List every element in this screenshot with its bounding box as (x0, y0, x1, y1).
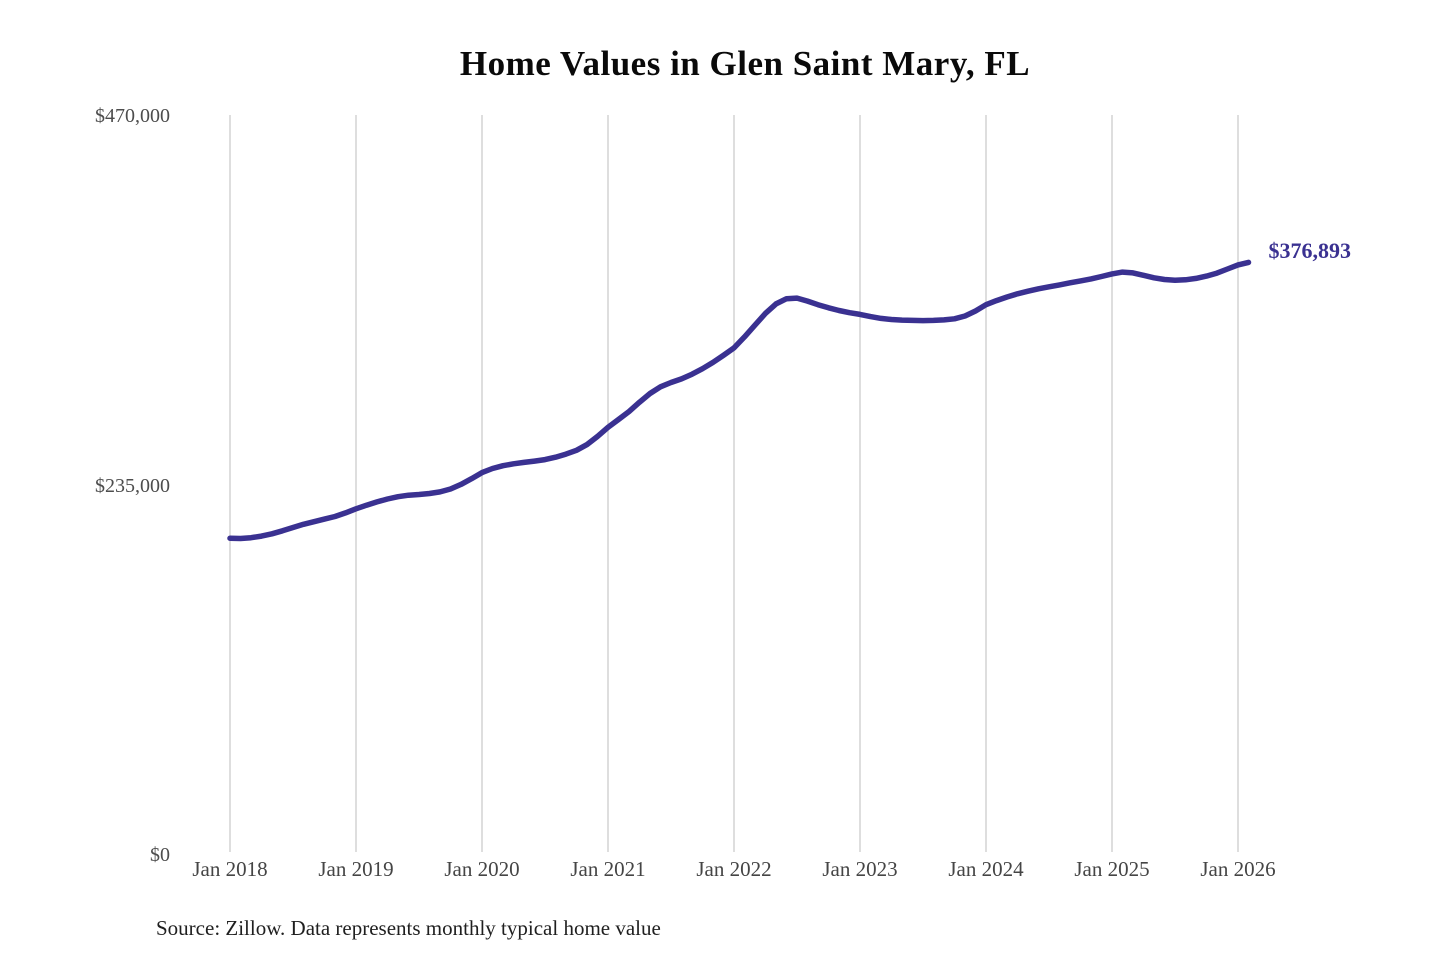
x-tick-label: Jan 2026 (1200, 857, 1276, 881)
chart-title: Home Values in Glen Saint Mary, FL (459, 44, 1031, 83)
x-tick-label: Jan 2022 (696, 857, 772, 881)
x-tick-label: Jan 2024 (948, 857, 1024, 881)
x-tick-label: Jan 2025 (1074, 857, 1150, 881)
y-tick-label: $470,000 (95, 105, 170, 127)
source-note: Source: Zillow. Data represents monthly … (156, 916, 661, 940)
x-tick-label: Jan 2023 (822, 857, 898, 881)
latest-value-label: $376,893 (1268, 238, 1352, 264)
x-tick-label: Jan 2020 (444, 857, 520, 881)
y-tick-label: $235,000 (95, 474, 170, 497)
y-tick-label: $0 (150, 844, 170, 866)
x-tick-label: Jan 2019 (318, 857, 394, 881)
x-tick-label: Jan 2021 (570, 857, 646, 881)
home-value-line (227, 259, 1252, 542)
x-tick-label: Jan 2018 (192, 857, 268, 881)
